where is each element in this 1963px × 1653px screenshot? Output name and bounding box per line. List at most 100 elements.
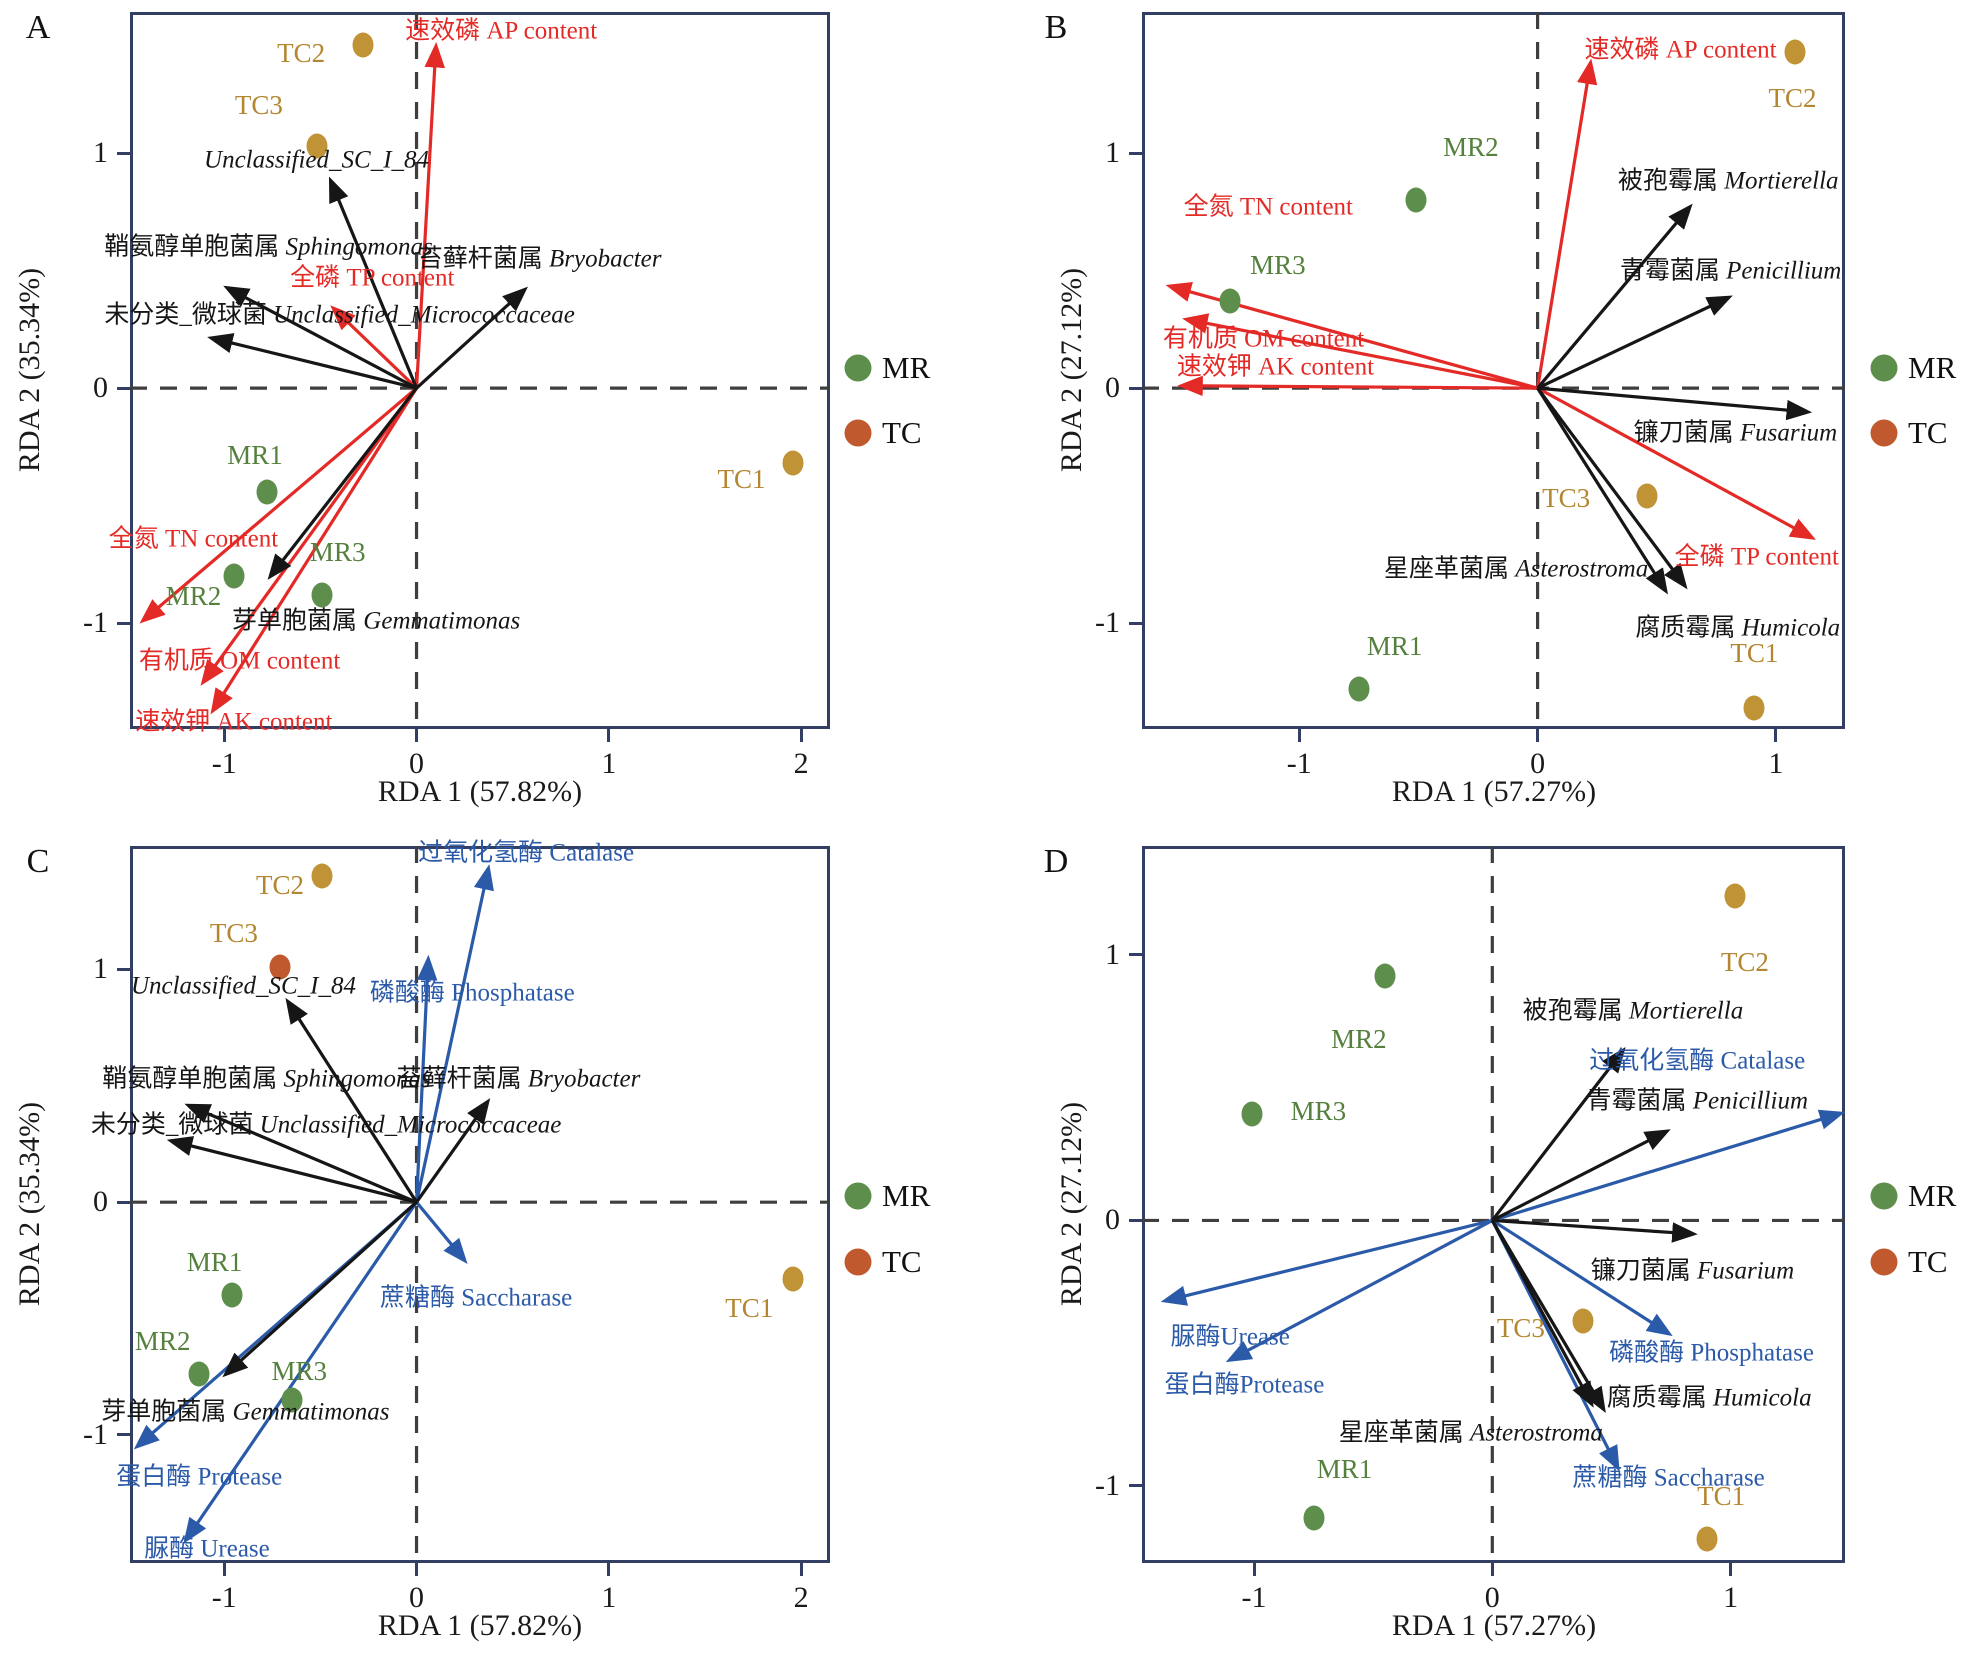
point-label-mr1-panel-a: MR1 [227, 440, 283, 471]
arrow-mortierella [1536, 203, 1693, 390]
arrow-label-mortierella-panel-d: 被孢霉属 Mortierella [1522, 996, 1744, 1024]
arrow-tp-content [1536, 386, 1816, 540]
panel-c-vectors-layer [130, 846, 830, 1563]
legend-dot-tc-panel-a [844, 419, 872, 447]
legend-label-tc-panel-a: TC [882, 415, 922, 450]
arrow-label-om-content-panel-b: 有机质 OM content [1162, 325, 1365, 352]
arrow-urease [183, 1201, 418, 1544]
arrow-urease [1160, 1218, 1493, 1306]
arrow-asterostroma [1536, 387, 1668, 595]
arrow-ap-content [414, 41, 445, 389]
panel-a-x-tick [607, 729, 611, 742]
legend-label-tc-panel-d: TC [1908, 1244, 1948, 1279]
arrow-fusarium [1537, 386, 1813, 421]
legend-dot-mr-panel-c [844, 1182, 872, 1210]
point-label-tc2-panel-c: TC2 [255, 869, 305, 900]
panel-c-x-tick-label: 1 [601, 1581, 617, 1614]
point-label-tc2-panel-b: TC2 [1768, 83, 1817, 114]
point-label-mr3-panel-c: MR3 [271, 1356, 327, 1387]
panel-c-y-tick [117, 967, 130, 971]
arrow-label-ap-content-panel-a: 速效磷 AP content [405, 17, 598, 45]
arrow-sphingomonas [223, 285, 418, 390]
point-label-tc3-panel-d: TC3 [1496, 1313, 1545, 1344]
point-label-tc3-panel-a: TC3 [234, 90, 283, 121]
arrow-unclassified-sc-i-84 [328, 176, 419, 389]
point-mr2-panel-b [1405, 187, 1427, 213]
arrow-penicillium [1536, 295, 1733, 390]
arrow-label-saccharase-panel-c: 蔗糖酶 Saccharase [379, 1283, 573, 1311]
panel-b-y-tick-label: 1 [1105, 136, 1120, 170]
panel-a-y-axis-label: RDA 2 (35.34%) [13, 267, 46, 473]
arrow-label-tn-content-panel-b: 全氮 TN content [1183, 193, 1354, 221]
arrow-catalase [414, 864, 494, 1203]
arrow-sphingomonas [184, 1103, 418, 1204]
panel-d-y-tick-label: 0 [1105, 1203, 1120, 1237]
panel-a-x-tick [799, 729, 803, 742]
arrow-label-unclassified-sc-i-84-panel-c: Unclassified_SC_I_84 [130, 971, 356, 999]
arrow-tp-content [330, 305, 418, 390]
point-label-tc1-panel-d: TC1 [1697, 1480, 1746, 1511]
panel-d-x-tick [1252, 1563, 1256, 1576]
point-label-mr2-panel-a: MR2 [165, 581, 222, 612]
panel-b-vectors-layer [1142, 12, 1845, 729]
panel-c-plot-area [130, 846, 830, 1563]
arrow-label-phosphatase-panel-c: 磷酸酶 Phosphatase [369, 978, 575, 1006]
arrow-label-tp-content-panel-a: 全磷 TP content [290, 263, 455, 291]
legend-dot-tc-panel-c [844, 1248, 872, 1276]
panel-c-y-tick [117, 1200, 130, 1204]
point-label-mr1-panel-b: MR1 [1366, 630, 1423, 661]
legend-label-mr-panel-d: MR [1908, 1178, 1957, 1213]
point-tc3-panel-c [269, 954, 291, 980]
panel-d-x-tick [1729, 1563, 1733, 1576]
arrow-label-asterostroma-panel-d: 星座革菌属 Asterostroma [1338, 1419, 1603, 1447]
legend-dot-mr-panel-d [1870, 1182, 1898, 1210]
panel-c-x-tick-label: 2 [793, 1581, 809, 1614]
legend-dot-tc-panel-b [1870, 419, 1898, 447]
panel-b-y-tick-label: -1 [1095, 606, 1120, 640]
panel-d-x-tick-label: -1 [1241, 1581, 1267, 1614]
panel-d-letter: D [1043, 843, 1069, 880]
legend-dot-mr-panel-b [1870, 354, 1898, 382]
arrow-label-humicola-panel-b: 腐质霉属 Humicola [1635, 614, 1841, 642]
arrow-label-fusarium-panel-d: 镰刀菌属 Fusarium [1590, 1257, 1795, 1285]
panel-c-x-tick [799, 1563, 803, 1576]
point-tc2-panel-d [1724, 883, 1746, 909]
arrow-gemmatimonas [267, 387, 418, 580]
point-label-tc2-panel-a: TC2 [277, 38, 326, 69]
point-tc1-panel-c [782, 1266, 804, 1292]
panel-c-y-tick [117, 1433, 130, 1437]
panel-a-y-tick [117, 386, 130, 390]
panel-d-y-tick [1129, 1484, 1142, 1488]
point-mr1-panel-b [1348, 676, 1370, 702]
panel-d-y-tick [1129, 1218, 1142, 1222]
arrow-label-unclassified-sc-i-84-panel-a: Unclassified_SC_I_84 [204, 146, 430, 174]
arrow-mortierella [1491, 1047, 1626, 1222]
point-label-mr2-panel-b: MR2 [1443, 132, 1499, 163]
panel-b-x-tick [1297, 729, 1301, 742]
point-mr2-panel-a [223, 563, 245, 589]
arrow-label-bryobacter-panel-a: 苔藓杆菌属 Bryobacter [417, 245, 662, 273]
arrow-label-asterostroma-panel-b: 星座革菌属 Asterostroma [1384, 555, 1649, 583]
point-mr3-panel-c [281, 1387, 303, 1413]
arrow-micrococcaceae [207, 333, 417, 390]
panel-a-y-tick [117, 151, 130, 155]
panel-b-plot-area [1142, 12, 1845, 729]
panel-a-y-tick-label: 0 [93, 371, 108, 405]
arrow-label-gemmatimonas-panel-c: 芽单胞菌属 Gemmatimonas [101, 1397, 390, 1425]
arrow-label-mortierella-panel-b: 被孢霉属 Mortierella [1617, 167, 1839, 195]
arrow-unclassified-sc-i-84 [285, 997, 418, 1204]
arrow-ak-content [210, 387, 418, 715]
arrow-bryobacter [415, 1098, 491, 1204]
panel-a-y-tick-label: -1 [83, 606, 108, 640]
panel-a-x-tick-label: 2 [793, 747, 809, 780]
point-label-tc2-panel-d: TC2 [1720, 947, 1769, 977]
legend-label-tc-panel-b: TC [1908, 415, 1948, 450]
panel-c-x-tick [222, 1563, 226, 1576]
point-label-mr3-panel-a: MR3 [309, 536, 366, 567]
arrow-protease [1225, 1219, 1494, 1363]
arrow-label-catalase-panel-c: 过氧化氢酶 Catalase [418, 839, 635, 867]
panel-c-x-tick-label: -1 [211, 1581, 237, 1614]
arrow-label-protease-panel-d: 蛋白酶Protease [1164, 1371, 1325, 1399]
panel-d-x-axis-label: RDA 1 (57.27%) [1391, 1609, 1597, 1642]
